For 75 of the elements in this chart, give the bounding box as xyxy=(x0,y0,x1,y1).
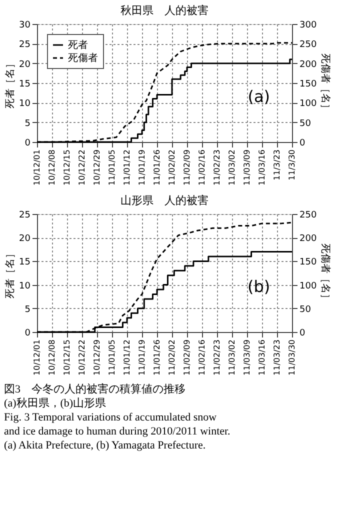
x-tick-label: 10/12/08 xyxy=(48,150,56,186)
y-tick-label: 0 xyxy=(24,328,31,338)
x-tick-label: 11/01/19 xyxy=(138,340,146,376)
x-tick-label: 11/01/05 xyxy=(108,340,116,376)
y-tick-label: 5 xyxy=(24,304,30,315)
x-tick-label: 10/12/22 xyxy=(78,150,86,186)
y2-tick-label: 0 xyxy=(300,328,306,338)
y-axis-title: 死者［名］ xyxy=(4,248,16,298)
y-tick-label: 25 xyxy=(19,210,30,220)
x-tick-label: 11/03/23 xyxy=(272,340,282,376)
chart-title: 秋田県 人的被害 xyxy=(120,4,208,17)
y2-tick-label: 250 xyxy=(300,210,317,220)
y2-tick-label: 300 xyxy=(300,20,317,30)
x-tick-label: 11/01/12 xyxy=(122,150,132,186)
x-tick-label: 11/01/05 xyxy=(108,150,116,186)
y2-tick-label: 100 xyxy=(300,99,317,110)
x-tick-label: 11/3/30 xyxy=(288,150,296,180)
x-tick-label: 11/01/19 xyxy=(138,150,146,186)
x-tick-label: 11/02/16 xyxy=(198,340,206,376)
x-tick-label: 11/03/16 xyxy=(258,340,266,376)
x-tick-label: 10/12/15 xyxy=(62,150,72,186)
legend-label: 死傷者 xyxy=(68,52,98,64)
y-tick-label: 5 xyxy=(24,118,30,129)
y-tick-label: 20 xyxy=(19,234,31,244)
y-tick-label: 30 xyxy=(19,20,31,30)
y-tick-label: 15 xyxy=(19,258,30,268)
x-tick-label: 11/02/09 xyxy=(182,150,192,186)
x-tick-label: 11/01/26 xyxy=(152,340,162,376)
text: (a)秋田県，(b)山形県 xyxy=(4,396,106,410)
chart-title: 山形県 人的被害 xyxy=(120,194,208,207)
caption: Fig. 3 Temporal variations of accumulated snow and ice damage to human during 2010/2011 winter. (a) Akita Prefecture, (b) Yamagata Prefecture. xyxy=(4,411,231,452)
y-tick-label: 10 xyxy=(19,99,31,110)
x-tick-label: 11/01/26 xyxy=(152,150,162,186)
x-tick-label: 11/02/23 xyxy=(212,150,222,186)
y2-axis-title: 死傷者［名］ xyxy=(320,54,332,114)
y-tick-label: 0 xyxy=(24,138,31,148)
y2-tick-label: 50 xyxy=(300,304,312,315)
y2-tick-label: 100 xyxy=(300,281,317,292)
y2-tick-label: 150 xyxy=(300,80,317,90)
x-tick-label: 11/03/02 xyxy=(228,150,236,186)
x-tick-label: 11/3/23 xyxy=(272,150,282,180)
x-tick-label: 11/01/12 xyxy=(122,340,132,376)
y-tick-label: 15 xyxy=(19,80,30,90)
x-tick-label: 11/02/02 xyxy=(168,340,176,376)
y2-axis-title: 死傷者［名］ xyxy=(320,244,332,304)
x-tick-label: 10/12/01 xyxy=(32,340,42,376)
y2-tick-label: 200 xyxy=(300,234,317,244)
x-tick-label: 10/12/29 xyxy=(92,150,102,186)
x-tick-label: 10/12/29 xyxy=(92,340,102,376)
y2-tick-label: 150 xyxy=(300,258,317,268)
x-tick-label: 10/12/01 xyxy=(32,150,42,186)
x-tick-label: 10/12/15 xyxy=(62,340,72,376)
x-tick-label: 11/03/09 xyxy=(242,150,252,186)
y-tick-label: 25 xyxy=(19,40,30,50)
x-tick-label: 11/03/16 xyxy=(258,150,266,186)
y-axis-title: 死者［名］ xyxy=(4,58,16,108)
x-tick-label: 11/03/09 xyxy=(242,340,252,376)
x-tick-label: 11/02/16 xyxy=(198,150,206,186)
x-tick-label: 10/12/22 xyxy=(78,340,86,376)
y2-tick-label: 0 xyxy=(300,138,306,148)
y-tick-label: 10 xyxy=(19,281,31,292)
annotation: (b) xyxy=(248,277,270,296)
x-tick-label: 11/03/30 xyxy=(288,340,296,376)
x-tick-label: 11/02/02 xyxy=(168,150,176,186)
y2-tick-label: 50 xyxy=(300,118,312,129)
caption: 図3 今冬の人的被害の積算値の推移 xyxy=(4,382,186,396)
y2-tick-label: 250 xyxy=(300,40,317,50)
y2-tick-label: 200 xyxy=(300,60,317,70)
y-tick-label: 20 xyxy=(19,60,31,70)
annotation: (a) xyxy=(248,87,270,106)
legend-label: 死者 xyxy=(68,39,88,51)
x-tick-label: 10/12/08 xyxy=(48,340,56,376)
x-tick-label: 11/02/23 xyxy=(212,340,222,376)
x-tick-label: 11/02/09 xyxy=(182,340,192,376)
x-tick-label: 11/03/02 xyxy=(228,340,236,376)
